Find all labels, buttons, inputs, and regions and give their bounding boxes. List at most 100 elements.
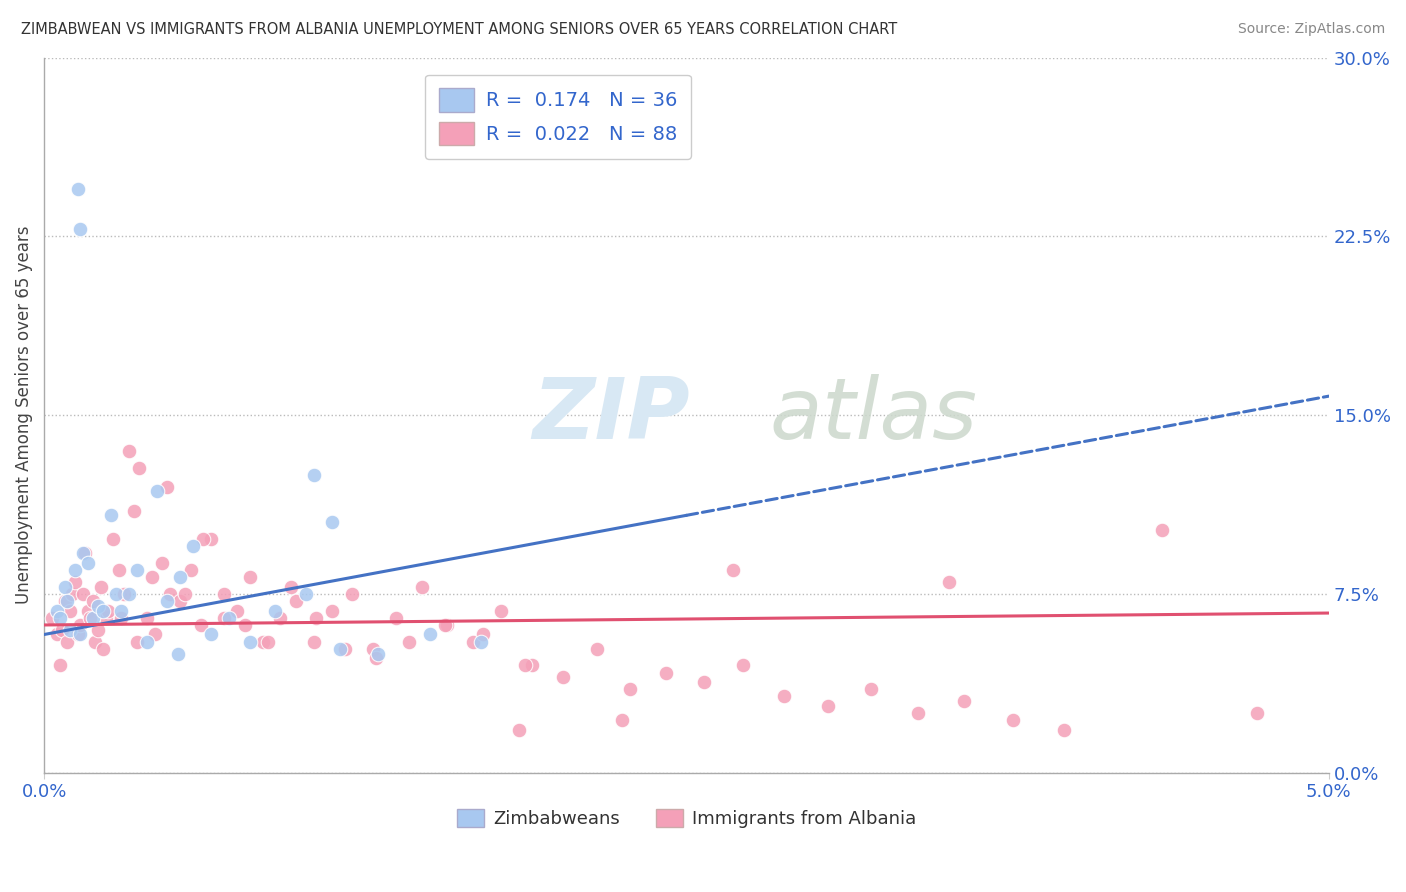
Point bbox=[200, 532, 222, 546]
Point bbox=[218, 611, 240, 625]
Y-axis label: Unemployment Among Seniors over 65 years: Unemployment Among Seniors over 65 years bbox=[15, 226, 32, 605]
Point bbox=[60, 587, 83, 601]
Point bbox=[200, 627, 222, 641]
Point bbox=[59, 604, 82, 618]
Point bbox=[51, 623, 73, 637]
Point bbox=[522, 658, 544, 673]
Point bbox=[907, 706, 929, 721]
Point bbox=[585, 641, 607, 656]
Point bbox=[269, 611, 291, 625]
Point bbox=[48, 658, 70, 673]
Point bbox=[82, 611, 104, 625]
Point bbox=[256, 634, 278, 648]
Point bbox=[225, 604, 247, 618]
Point bbox=[938, 575, 960, 590]
Point bbox=[239, 570, 262, 584]
Point bbox=[66, 627, 89, 641]
Point bbox=[91, 604, 114, 618]
Point bbox=[112, 587, 135, 601]
Point bbox=[118, 587, 141, 601]
Point bbox=[302, 467, 325, 482]
Point bbox=[436, 618, 458, 632]
Point bbox=[79, 611, 101, 625]
Point bbox=[48, 611, 70, 625]
Point bbox=[46, 627, 69, 641]
Point bbox=[90, 580, 112, 594]
Point bbox=[321, 516, 343, 530]
Point bbox=[1001, 714, 1024, 728]
Point bbox=[110, 611, 132, 625]
Point bbox=[100, 508, 122, 523]
Point bbox=[693, 675, 716, 690]
Point bbox=[41, 611, 63, 625]
Point bbox=[513, 658, 536, 673]
Point bbox=[69, 618, 91, 632]
Point bbox=[398, 634, 420, 648]
Point bbox=[553, 670, 575, 684]
Point bbox=[63, 563, 86, 577]
Point bbox=[87, 623, 110, 637]
Text: ZIP: ZIP bbox=[533, 374, 690, 457]
Point bbox=[84, 634, 107, 648]
Point bbox=[53, 594, 76, 608]
Point bbox=[141, 570, 163, 584]
Point bbox=[1053, 723, 1076, 737]
Point bbox=[53, 580, 76, 594]
Point bbox=[367, 647, 389, 661]
Point bbox=[491, 604, 513, 618]
Point bbox=[463, 634, 485, 648]
Point bbox=[72, 587, 94, 601]
Point bbox=[156, 480, 179, 494]
Point bbox=[321, 604, 343, 618]
Point bbox=[174, 587, 197, 601]
Point bbox=[75, 546, 97, 560]
Point bbox=[169, 594, 191, 608]
Point bbox=[105, 587, 128, 601]
Point bbox=[721, 563, 744, 577]
Point bbox=[125, 563, 148, 577]
Point bbox=[333, 641, 356, 656]
Point bbox=[731, 658, 754, 673]
Point bbox=[94, 611, 117, 625]
Point bbox=[181, 539, 204, 553]
Point bbox=[69, 627, 91, 641]
Point bbox=[190, 618, 212, 632]
Point bbox=[91, 641, 114, 656]
Point bbox=[82, 594, 104, 608]
Point bbox=[612, 714, 634, 728]
Point bbox=[128, 460, 150, 475]
Point bbox=[103, 532, 125, 546]
Point bbox=[418, 627, 440, 641]
Point bbox=[361, 641, 384, 656]
Point bbox=[305, 611, 328, 625]
Point bbox=[280, 580, 302, 594]
Point bbox=[72, 546, 94, 560]
Point bbox=[59, 623, 82, 637]
Text: atlas: atlas bbox=[770, 374, 979, 457]
Point bbox=[87, 599, 110, 613]
Point bbox=[76, 556, 98, 570]
Point bbox=[953, 694, 976, 708]
Point bbox=[107, 563, 129, 577]
Point bbox=[817, 698, 839, 713]
Point bbox=[150, 556, 173, 570]
Point bbox=[180, 563, 202, 577]
Point bbox=[135, 634, 157, 648]
Point bbox=[63, 575, 86, 590]
Point bbox=[193, 532, 215, 546]
Point bbox=[233, 618, 256, 632]
Text: ZIMBABWEAN VS IMMIGRANTS FROM ALBANIA UNEMPLOYMENT AMONG SENIORS OVER 65 YEARS C: ZIMBABWEAN VS IMMIGRANTS FROM ALBANIA UN… bbox=[21, 22, 897, 37]
Point bbox=[508, 723, 530, 737]
Point bbox=[146, 484, 169, 499]
Point bbox=[252, 634, 274, 648]
Point bbox=[284, 594, 307, 608]
Point bbox=[110, 604, 132, 618]
Point bbox=[655, 665, 678, 680]
Point bbox=[212, 611, 235, 625]
Point bbox=[46, 604, 69, 618]
Point bbox=[385, 611, 408, 625]
Point bbox=[76, 604, 98, 618]
Point bbox=[1150, 523, 1173, 537]
Point bbox=[125, 634, 148, 648]
Point bbox=[433, 618, 456, 632]
